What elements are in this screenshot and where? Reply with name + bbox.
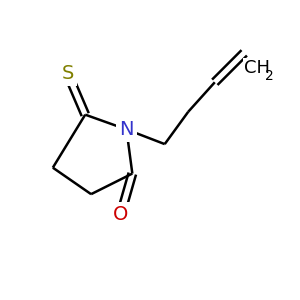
Text: N: N xyxy=(119,120,134,139)
Text: S: S xyxy=(61,64,74,83)
Text: O: O xyxy=(113,205,128,224)
Text: CH: CH xyxy=(244,58,270,76)
Text: 2: 2 xyxy=(265,69,274,83)
